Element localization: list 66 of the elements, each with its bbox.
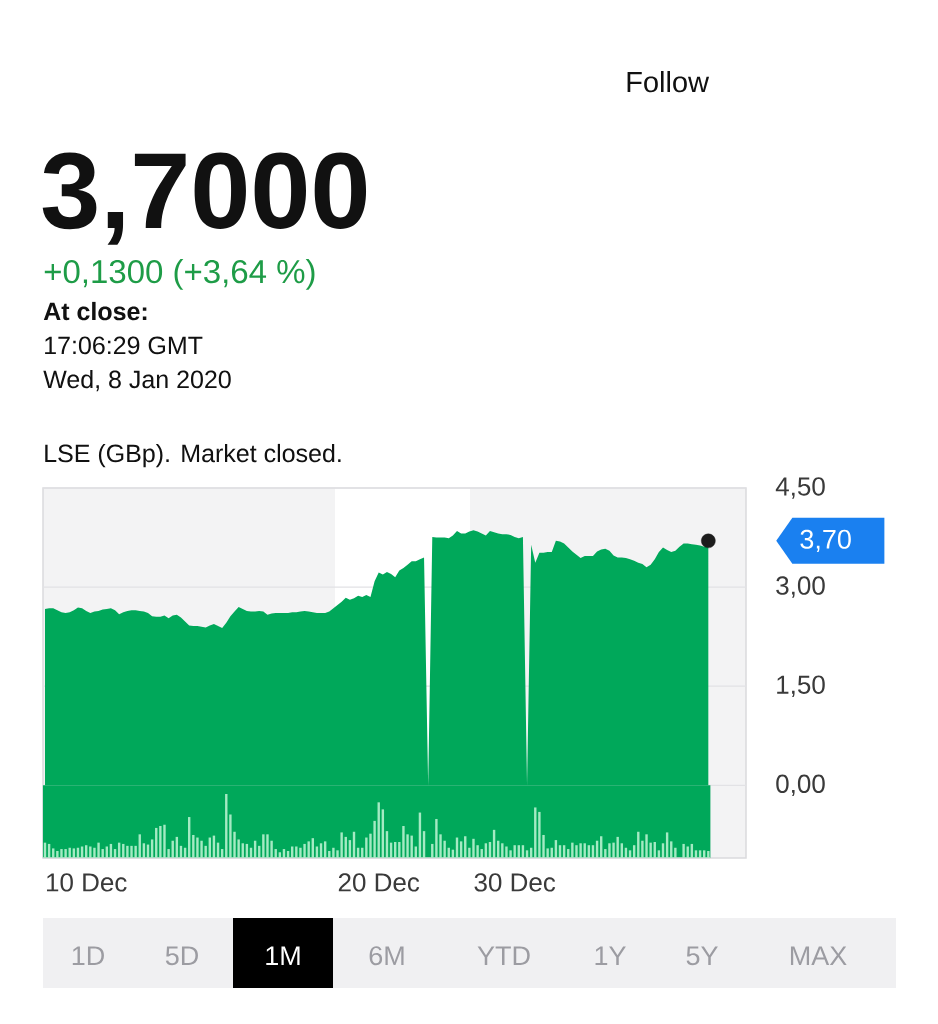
y-tick-label: 0,00 xyxy=(776,774,825,797)
bar xyxy=(472,838,475,859)
bar xyxy=(192,834,195,859)
text: +0,1300 (+3,64 %) xyxy=(44,259,315,290)
bar xyxy=(505,846,508,859)
bar xyxy=(435,818,438,859)
bar xyxy=(262,834,265,859)
text: Wed, 8 Jan 2020 xyxy=(43,369,231,392)
bar xyxy=(365,837,368,859)
bar xyxy=(89,846,92,859)
text: 1D xyxy=(72,946,104,966)
text: 5D xyxy=(165,946,198,966)
x-tick-label: 10 Dec xyxy=(46,873,127,892)
bar xyxy=(64,849,67,859)
bar xyxy=(645,834,648,859)
bar xyxy=(200,840,203,859)
bar xyxy=(410,835,413,859)
y-tick-label: 1,50 xyxy=(777,675,825,697)
bar xyxy=(56,850,59,859)
text: 5Y xyxy=(686,946,718,966)
bar xyxy=(707,850,710,859)
bar xyxy=(196,837,199,859)
bar xyxy=(126,845,129,859)
text: 17:06:29 GMT xyxy=(45,336,203,355)
text: 6M xyxy=(369,946,404,966)
text: LSE (GBp). Market closed. xyxy=(45,443,341,468)
bar xyxy=(538,811,541,859)
bar xyxy=(266,834,269,859)
bar xyxy=(513,845,516,859)
bar xyxy=(608,843,611,859)
bar xyxy=(295,846,298,859)
y-tick-label: 4,50 xyxy=(775,477,825,499)
bar xyxy=(340,832,343,859)
bar xyxy=(307,841,310,859)
bar xyxy=(373,820,376,859)
y-tick-label: 3,00 xyxy=(776,576,825,598)
x-tick-label: 30 Dec xyxy=(474,873,556,892)
bar xyxy=(303,843,306,859)
bar xyxy=(134,845,137,859)
bar xyxy=(204,845,207,859)
text: MAX xyxy=(790,946,847,966)
bar xyxy=(682,843,685,859)
bar xyxy=(163,824,166,859)
bar xyxy=(402,826,405,859)
x-tick-label: 20 Dec xyxy=(338,873,420,892)
bar xyxy=(332,847,335,859)
bar xyxy=(579,843,582,859)
text: 1M xyxy=(266,946,300,966)
text: At close: xyxy=(43,301,147,321)
text: 1Y xyxy=(595,946,626,966)
bar xyxy=(616,836,619,859)
bar xyxy=(60,849,63,859)
bar xyxy=(97,842,100,859)
bar xyxy=(159,826,162,859)
chart-subtitle: 3,7000 xyxy=(42,152,367,245)
bar xyxy=(674,847,677,859)
text: Follow xyxy=(627,70,710,93)
bar xyxy=(130,845,133,859)
bar xyxy=(299,847,302,859)
bar xyxy=(229,814,232,859)
bar xyxy=(575,845,578,859)
bar xyxy=(93,847,96,859)
bar xyxy=(571,842,574,859)
text: 3,70 xyxy=(800,529,851,553)
bar xyxy=(501,843,504,859)
text: YTD xyxy=(477,946,530,966)
